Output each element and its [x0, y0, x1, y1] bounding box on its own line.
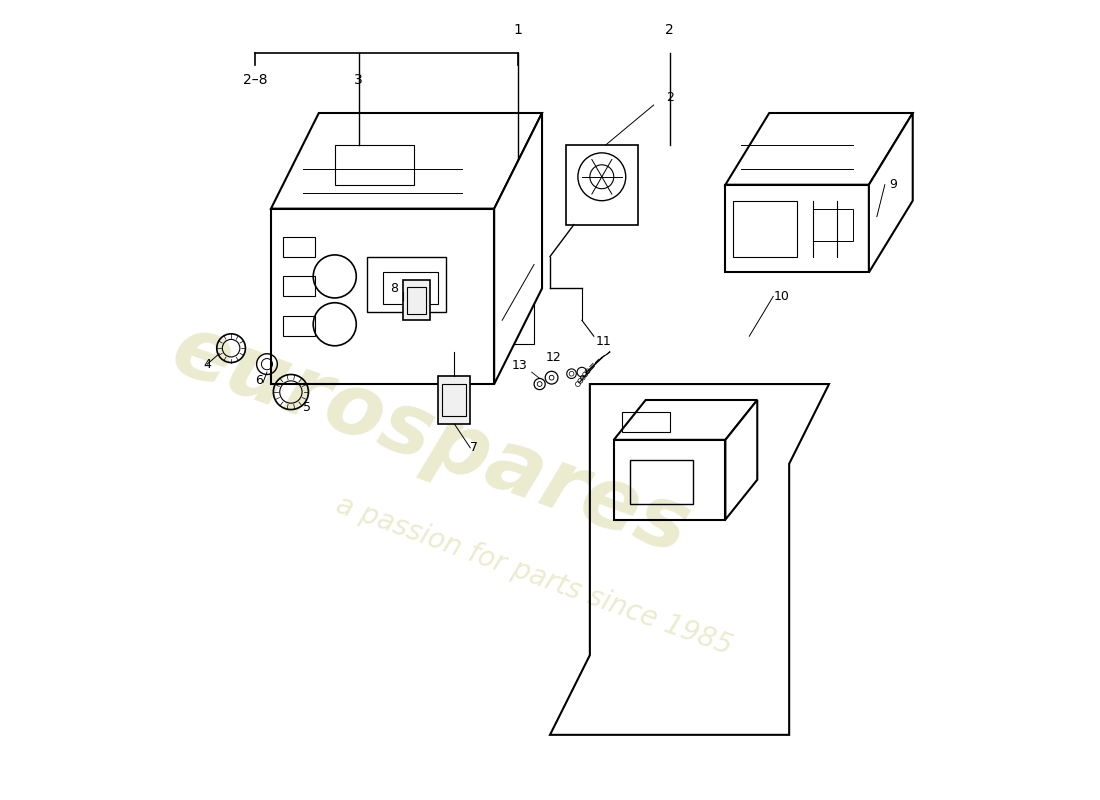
Text: a passion for parts since 1985: a passion for parts since 1985 — [332, 490, 736, 660]
Bar — [407, 286, 427, 314]
Bar — [366, 257, 447, 312]
Bar — [621, 412, 670, 432]
Text: 2: 2 — [666, 90, 673, 103]
Text: 1: 1 — [514, 23, 522, 38]
Bar — [271, 209, 494, 384]
Text: 11: 11 — [595, 335, 612, 348]
Bar — [442, 384, 466, 416]
Bar — [565, 145, 638, 225]
Bar — [283, 237, 315, 257]
Polygon shape — [869, 113, 913, 273]
Text: 2–8: 2–8 — [243, 73, 267, 87]
Text: 5: 5 — [302, 402, 311, 414]
Text: eurospares: eurospares — [161, 308, 701, 572]
Bar — [629, 460, 693, 504]
Bar — [283, 277, 315, 296]
Bar — [734, 201, 798, 257]
Text: 13: 13 — [512, 359, 528, 372]
Polygon shape — [725, 400, 757, 519]
Bar — [614, 440, 725, 519]
Text: 6: 6 — [255, 374, 263, 386]
Bar — [403, 281, 430, 320]
Bar — [503, 265, 535, 344]
Text: 12: 12 — [546, 351, 562, 364]
Text: 7: 7 — [471, 442, 478, 454]
Bar — [334, 145, 415, 185]
Bar — [813, 209, 852, 241]
Text: 9: 9 — [889, 178, 896, 191]
Text: 2: 2 — [666, 23, 674, 38]
Bar — [439, 376, 471, 424]
Polygon shape — [494, 113, 542, 384]
Text: 10: 10 — [773, 290, 789, 303]
Text: 4: 4 — [204, 358, 211, 370]
Bar — [725, 185, 869, 273]
Text: 8: 8 — [390, 282, 398, 295]
Text: 3: 3 — [354, 73, 363, 87]
Bar — [383, 273, 439, 304]
Bar — [283, 316, 315, 336]
